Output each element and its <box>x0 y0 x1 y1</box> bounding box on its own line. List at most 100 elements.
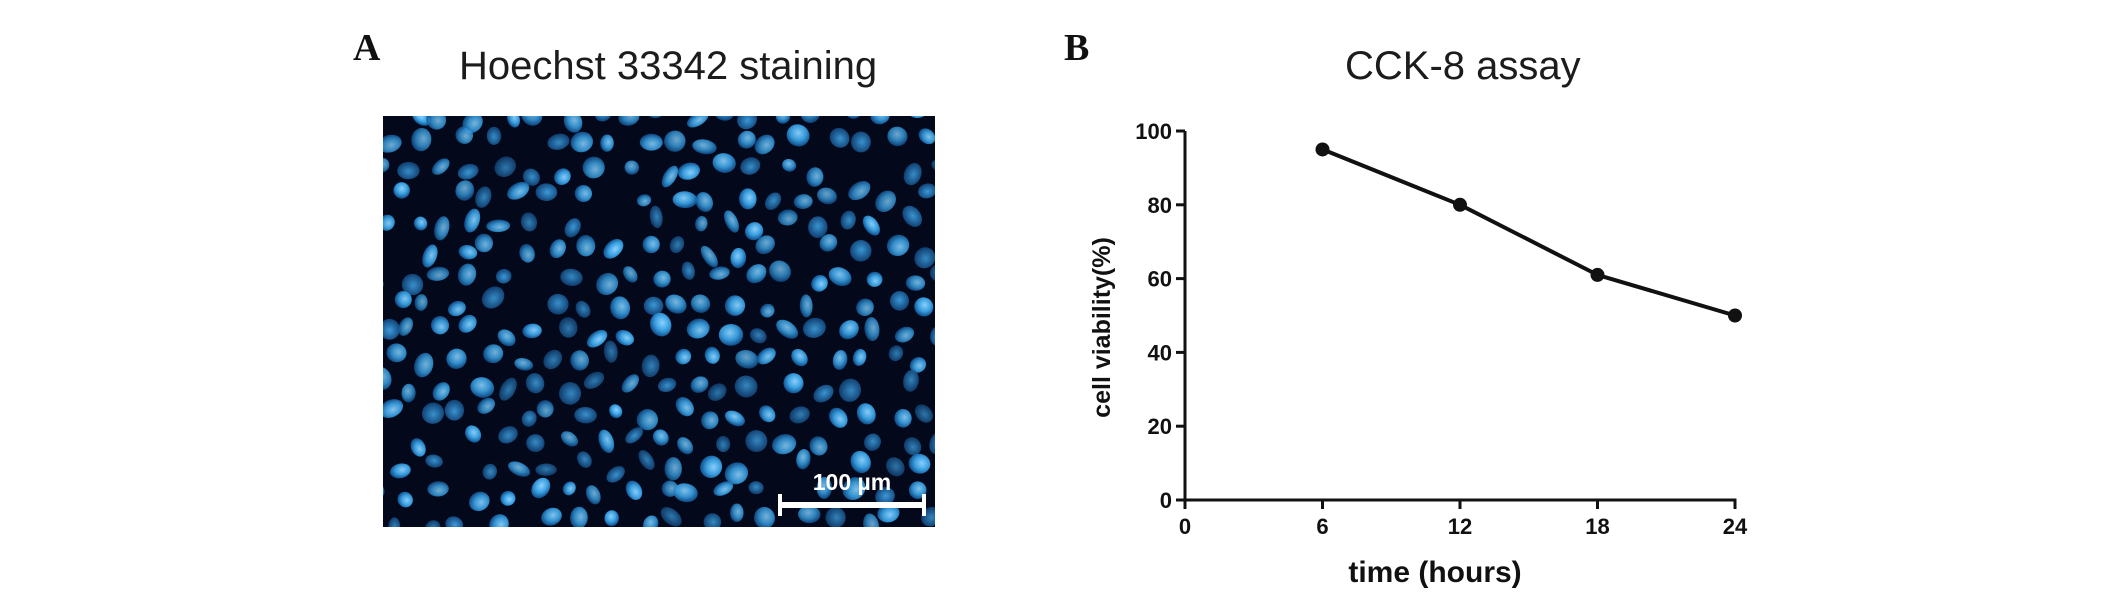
nucleus <box>800 116 821 124</box>
nucleus <box>686 116 709 128</box>
nucleus <box>786 124 810 147</box>
nucleus <box>410 438 426 457</box>
nucleus <box>918 128 935 145</box>
nucleus <box>692 139 717 155</box>
nucleus <box>772 434 797 455</box>
x-tick-label: 12 <box>1448 514 1472 539</box>
nucleus <box>413 216 428 231</box>
panel-a-label: A <box>353 27 381 69</box>
nucleus <box>856 403 876 425</box>
nucleus <box>649 312 672 337</box>
nucleus <box>427 481 449 497</box>
nucleus <box>549 239 566 259</box>
nucleus <box>886 234 910 257</box>
nucleus <box>746 264 767 284</box>
nucleus <box>877 503 900 523</box>
y-tick-label: 20 <box>1148 414 1172 439</box>
nucleus <box>852 348 867 366</box>
nucleus <box>570 506 588 527</box>
nucleus <box>394 291 412 309</box>
nucleus <box>850 131 871 153</box>
nucleus <box>675 397 694 417</box>
nucleus <box>481 286 505 309</box>
nucleus <box>914 297 934 317</box>
nucleus <box>735 349 759 369</box>
nucleus <box>434 216 450 241</box>
nucleus <box>519 244 535 263</box>
nucleus <box>718 323 744 346</box>
nucleus <box>748 481 764 495</box>
nucleus <box>541 507 562 526</box>
nucleus <box>625 480 643 500</box>
nucleus <box>474 233 494 253</box>
nucleus <box>905 275 926 291</box>
nucleus <box>521 116 543 126</box>
nucleus <box>447 300 466 317</box>
nucleus <box>816 477 832 499</box>
nucleus <box>709 266 730 280</box>
nucleus <box>724 210 739 233</box>
nucleus <box>401 383 416 403</box>
scale-bar-label: 100 µm <box>813 469 891 495</box>
nucleus <box>535 183 558 202</box>
nucleus <box>875 190 897 213</box>
nucleus <box>817 187 837 205</box>
nucleus <box>856 298 874 317</box>
chart-ticks: 0 20 40 60 80 100 0 6 12 18 24 <box>1135 119 1748 539</box>
nucleus <box>388 517 401 527</box>
nucleus <box>791 348 808 367</box>
nucleus <box>889 291 910 311</box>
nucleus <box>397 491 413 508</box>
nucleus <box>677 437 694 455</box>
nucleus <box>796 449 811 470</box>
nucleus <box>695 192 714 212</box>
nucleus <box>583 371 605 389</box>
nucleus <box>444 399 465 421</box>
nucleus <box>554 168 571 185</box>
nucleus <box>672 191 698 209</box>
nucleus <box>430 316 450 335</box>
nucleus <box>536 400 554 418</box>
nucleus <box>606 466 625 483</box>
nucleus <box>730 247 747 269</box>
nucleus <box>432 158 450 175</box>
nucleus <box>649 205 663 229</box>
nucleus <box>574 184 593 203</box>
nucleus <box>560 268 583 287</box>
nucleus <box>596 272 619 296</box>
nucleus <box>921 506 935 527</box>
nucleus <box>426 116 447 130</box>
nucleus <box>701 411 719 430</box>
nucleus <box>445 516 464 527</box>
chart-title: CCK-8 assay <box>1345 44 1581 88</box>
y-tick-label: 60 <box>1148 267 1172 292</box>
nucleus <box>547 133 570 150</box>
nucleus <box>383 318 400 340</box>
nucleus <box>570 131 594 153</box>
nucleus <box>894 409 912 428</box>
nucleus <box>819 234 838 252</box>
nucleus <box>811 275 828 292</box>
nucleus <box>486 126 502 145</box>
nucleus <box>664 130 686 152</box>
nucleus <box>902 205 922 227</box>
nucleus <box>600 134 614 152</box>
nucleus <box>563 116 583 133</box>
nucleus <box>673 483 698 503</box>
scale-bar-right-tick <box>922 494 926 516</box>
nucleus <box>477 397 496 414</box>
nucleus <box>525 373 545 394</box>
nucleus <box>482 463 497 480</box>
nucleus <box>724 462 749 485</box>
nucleus <box>690 294 711 313</box>
nucleus <box>465 425 482 443</box>
nucleus <box>582 156 605 179</box>
nucleus <box>909 357 927 373</box>
nucleus <box>864 433 881 451</box>
nucleus <box>704 346 720 364</box>
nucleus <box>560 431 579 447</box>
nucleus <box>483 344 504 364</box>
nucleus <box>661 165 679 188</box>
nucleus <box>724 410 745 427</box>
nucleus <box>825 507 846 527</box>
